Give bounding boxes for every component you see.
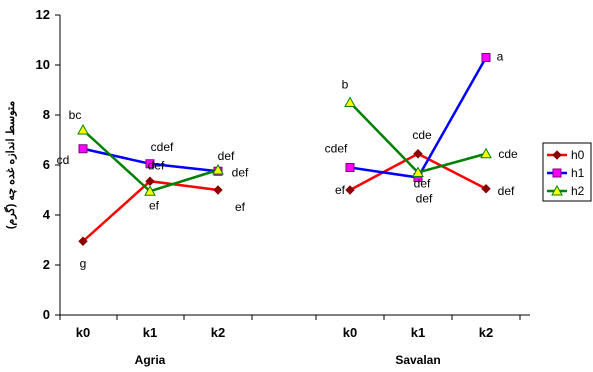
data-label: def	[498, 184, 515, 198]
data-point-h1	[345, 163, 355, 172]
data-point-h2	[144, 185, 156, 196]
data-point-h0	[345, 185, 355, 195]
data-point-h2	[77, 123, 89, 135]
data-point-h0	[213, 185, 223, 195]
x-category-label: k2	[211, 325, 225, 340]
legend-label: h2	[571, 184, 585, 198]
data-label: ef	[149, 198, 160, 212]
point-labels: g def ef ef cde def cd cdef def cdef def a bc ef def b d…	[57, 50, 518, 271]
data-label: def	[232, 165, 249, 179]
data-label: bc	[69, 108, 82, 122]
x-category-label: k1	[143, 325, 157, 340]
legend: h0 h1 h2	[542, 142, 592, 202]
x-category-label: k1	[411, 325, 425, 340]
data-point-h1	[145, 159, 155, 169]
data-label: ef	[335, 183, 346, 197]
y-tick-label: 6	[43, 157, 50, 172]
data-label: ef	[235, 200, 246, 214]
data-label: def	[416, 192, 433, 206]
data-label: b	[342, 78, 349, 92]
x-category-label: k2	[479, 325, 493, 340]
legend-marker-h2	[551, 184, 563, 196]
y-tick-label: 2	[43, 257, 50, 272]
legend-marker-h1	[552, 168, 562, 178]
data-label: def	[414, 177, 431, 191]
group-label: Savalan	[395, 353, 440, 367]
x-category-label: k0	[343, 325, 357, 340]
data-label: def	[218, 149, 235, 163]
data-label: cd	[57, 153, 70, 167]
data-point-h0	[413, 149, 423, 159]
data-label: cdef	[325, 142, 348, 156]
legend-label: h1	[571, 166, 585, 180]
data-label: a	[497, 50, 504, 64]
legend-label: h0	[571, 148, 585, 162]
data-point-h1	[481, 53, 491, 62]
data-label: g	[80, 256, 87, 270]
y-tick-label: 0	[43, 307, 50, 322]
data-label: cdef	[151, 140, 174, 154]
data-point-h1	[78, 144, 88, 154]
series-layer	[77, 53, 492, 246]
data-point-h2	[212, 163, 224, 175]
axes: 0 2 4 6 8 10 12 k0 k1 k2 Agria k0 k1 k2 Savalan	[36, 7, 530, 367]
data-label: cde	[498, 147, 518, 161]
data-point-h2	[480, 147, 492, 159]
data-label: cde	[412, 128, 432, 142]
data-point-h0	[78, 236, 88, 246]
y-tick-label: 10	[36, 57, 50, 72]
data-label: def	[148, 158, 165, 172]
y-tick-label: 4	[43, 207, 51, 222]
group-label: Agria	[135, 353, 166, 367]
data-point-h0	[481, 184, 491, 194]
x-category-label: k0	[76, 325, 90, 340]
data-point-h2	[412, 166, 424, 177]
y-tick-label: 12	[36, 7, 50, 22]
data-point-h2	[344, 96, 356, 107]
y-axis-label: متوسط اندازه غده چه (گرم)	[3, 101, 17, 229]
legend-marker-h0	[552, 150, 562, 160]
y-tick-label: 8	[43, 107, 50, 122]
